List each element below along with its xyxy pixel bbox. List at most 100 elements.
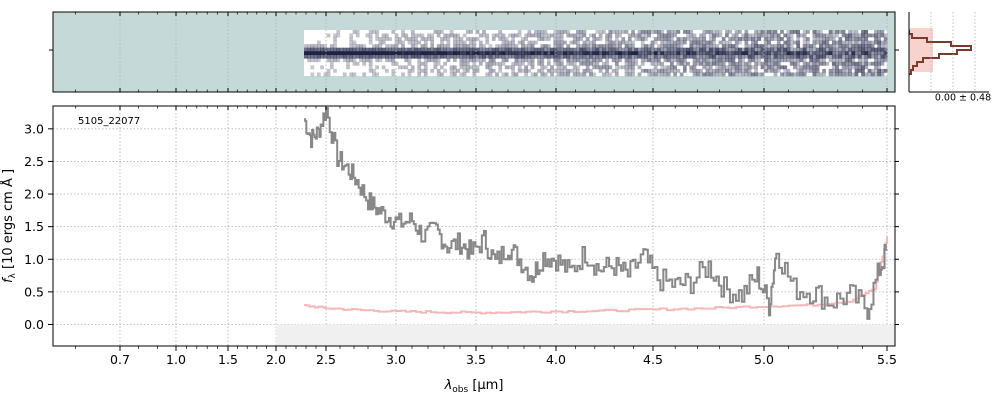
twod-pixel: [401, 51, 405, 56]
twod-pixel: [841, 54, 846, 59]
x-tick-label: 1.0: [166, 352, 186, 367]
twod-pixel: [669, 51, 674, 56]
twod-pixel: [848, 61, 852, 66]
twod-pixel: [770, 44, 775, 48]
twod-pixel: [705, 51, 710, 56]
twod-pixel: [316, 47, 321, 52]
twod-ticks: [49, 12, 899, 92]
twod-pixel: [614, 51, 619, 56]
twod-pixel: [559, 61, 564, 66]
twod-pixel: [333, 33, 337, 38]
twod-pixel: [883, 47, 888, 52]
twod-pixel: [747, 58, 752, 63]
twod-pixel: [679, 72, 684, 77]
twod-pixel: [605, 51, 609, 56]
twod-pixel: [767, 54, 771, 59]
twod-pixel: [563, 68, 567, 73]
twod-pixel: [841, 30, 846, 34]
twod-pixel: [738, 68, 742, 73]
twod-pixel: [812, 30, 817, 34]
twod-pixel: [815, 47, 820, 52]
twod-pixel: [767, 51, 771, 56]
twod-pixel: [864, 30, 869, 34]
twod-pixel: [702, 54, 707, 59]
twod-pixel: [563, 51, 567, 56]
twod-pixel: [647, 54, 652, 59]
twod-pixel: [679, 44, 684, 48]
zero-band: [276, 324, 895, 346]
twod-pixel: [870, 61, 875, 66]
twod-pixel: [663, 40, 668, 45]
twod-pixel: [796, 68, 801, 73]
twod-pixel: [359, 58, 363, 63]
twod-pixel: [501, 61, 506, 66]
twod-pixel: [576, 54, 580, 59]
twod-pixel: [835, 30, 839, 34]
twod-pixel: [618, 30, 622, 34]
twod-pixel: [624, 47, 629, 52]
twod-pixel: [323, 44, 328, 48]
twod-pixel: [747, 68, 752, 73]
twod-pixel: [514, 47, 519, 52]
twod-pixel: [559, 68, 564, 73]
twod-pixel: [576, 51, 580, 56]
twod-pixel: [362, 61, 367, 66]
twod-pixel: [404, 65, 409, 70]
twod-pixel: [543, 33, 548, 38]
twod-pixel: [605, 58, 609, 63]
twod-pixel: [851, 37, 856, 41]
twod-pixel: [757, 30, 762, 34]
y-axis-label-symbol: f: [1, 276, 16, 283]
twod-pixel: [767, 40, 771, 45]
twod-pixel: [822, 51, 826, 56]
twod-pixel: [307, 51, 311, 56]
twod-pixel: [880, 47, 885, 52]
twod-pixel: [705, 58, 710, 63]
twod-pixel: [307, 54, 311, 59]
twod-pixel: [695, 68, 700, 73]
twod-pixel: [799, 68, 804, 73]
twod-pixel: [624, 72, 629, 77]
twod-pixel: [488, 65, 493, 70]
twod-pixel: [793, 58, 797, 63]
twod-pixel: [715, 30, 720, 34]
twod-pixel: [702, 58, 707, 63]
twod-pixel: [627, 44, 632, 48]
twod-pixel: [585, 37, 590, 41]
twod-pixel: [589, 51, 593, 56]
twod-pixel: [809, 61, 814, 66]
twod-pixel: [618, 65, 622, 70]
twod-pixel: [359, 51, 363, 56]
twod-pixel: [854, 72, 859, 77]
twod-pixel: [857, 65, 862, 70]
twod-pixel: [543, 30, 548, 34]
twod-pixel: [734, 37, 739, 41]
twod-pixel: [692, 44, 697, 48]
twod-pixel: [430, 47, 435, 52]
twod-pixel: [631, 51, 635, 56]
twod-pixel: [725, 65, 729, 70]
twod-pixel: [430, 33, 435, 38]
twod-pixel: [368, 65, 373, 70]
twod-pixel: [462, 51, 467, 56]
twod-pixel: [579, 54, 584, 59]
twod-pixel: [666, 33, 671, 38]
twod-pixel: [410, 68, 415, 73]
twod-pixel: [388, 37, 392, 41]
twod-pixel: [420, 33, 425, 38]
twod-pixel: [861, 40, 865, 45]
twod-pixel: [708, 30, 713, 34]
twod-pixel: [456, 40, 460, 45]
twod-pixel: [640, 47, 645, 52]
twod-pixel: [728, 72, 733, 77]
twod-pixel: [692, 65, 697, 70]
twod-pixel: [702, 61, 707, 66]
twod-pixel: [556, 37, 561, 41]
twod-pixel: [692, 61, 697, 66]
twod-pixel: [485, 33, 490, 38]
y-tick-label: 2.5: [24, 154, 44, 169]
twod-pixel: [346, 65, 350, 70]
twod-pixel: [517, 47, 522, 52]
twod-pixel: [815, 37, 820, 41]
twod-pixel: [504, 65, 509, 70]
